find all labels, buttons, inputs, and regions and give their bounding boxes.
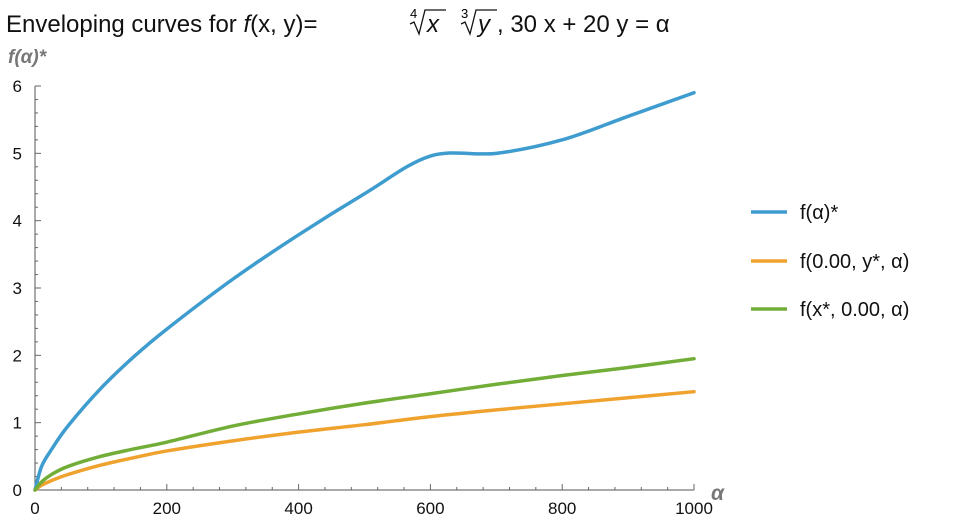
legend-label-1: f(α)* <box>800 202 838 224</box>
legend-label-3: f(x*, 0.00, α) <box>800 299 909 321</box>
ticks: 0 200 400 600 800 1000 0 1 2 3 4 5 6 <box>13 77 713 518</box>
title-func: f <box>243 11 252 38</box>
y-tick-label: 2 <box>13 346 22 365</box>
root1-var: x <box>426 11 440 38</box>
chart-title: Enveloping curves for f(x, y)= 4 x 3 y ,… <box>6 6 670 38</box>
x-tick-label: 200 <box>153 499 181 518</box>
x-tick-label: 1000 <box>675 499 713 518</box>
y-tick-label: 3 <box>13 279 22 298</box>
x-axis-title: α <box>711 482 725 505</box>
title-eq: = <box>303 11 317 38</box>
root2-var: y <box>476 11 492 38</box>
y-axis-title: f(α)* <box>8 47 48 68</box>
y-tick-label: 0 <box>13 481 22 500</box>
title-prefix: Enveloping curves for <box>6 11 243 38</box>
legend-label-2: f(0.00, y*, α) <box>800 251 909 273</box>
y-tick-label: 5 <box>13 144 22 163</box>
y-tick-label: 6 <box>13 77 22 96</box>
x-tick-label: 600 <box>416 499 444 518</box>
title-constraint: , 30 x + 20 y = α <box>497 11 670 38</box>
root1-radical <box>409 9 446 37</box>
y-tick-label: 1 <box>13 414 22 433</box>
y-tick-label: 4 <box>13 212 22 231</box>
series-line-1 <box>33 90 696 492</box>
series-line-2 <box>33 389 696 492</box>
svg-text:Enveloping curves for f(x, y)=: Enveloping curves for f(x, y)= <box>6 11 317 38</box>
axes <box>34 86 694 491</box>
plot-area <box>33 90 696 492</box>
legend: f(α)* f(0.00, y*, α) f(x*, 0.00, α) <box>751 202 909 321</box>
x-tick-label: 400 <box>284 499 312 518</box>
root1-index: 4 <box>410 6 417 21</box>
series-line-3 <box>33 356 696 492</box>
x-tick-label: 800 <box>548 499 576 518</box>
x-tick-label: 0 <box>30 499 39 518</box>
root2-radical <box>460 9 497 37</box>
title-args: (x, y) <box>250 11 303 38</box>
root2-index: 3 <box>461 6 468 21</box>
